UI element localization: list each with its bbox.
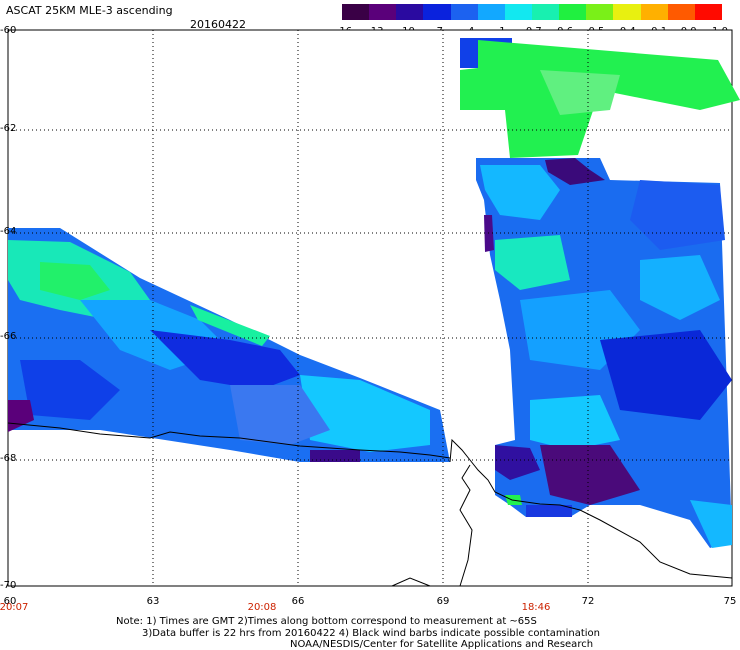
lat-lon-grid: [8, 30, 732, 586]
time-label-3: 18:46: [521, 602, 551, 613]
lon-label-63: 63: [146, 596, 160, 607]
note-line-2: 3)Data buffer is 22 hrs from 20160422 4)…: [142, 628, 600, 639]
lat-label--68: -68: [0, 453, 17, 464]
lon-label-72: 72: [581, 596, 595, 607]
lon-label-60: 60: [3, 596, 17, 607]
colorbar-segment: [369, 4, 397, 20]
colorbar-segment: [531, 4, 560, 20]
lat-label--70: -70: [0, 580, 17, 591]
colorbar-segment: [586, 4, 614, 20]
colorbar-segment: [342, 4, 370, 20]
lon-label-75: 75: [723, 596, 737, 607]
left-swath: [8, 228, 450, 462]
coastline: [7, 422, 733, 587]
time-label-1: 20:07: [0, 602, 29, 613]
product-date: 20160422: [190, 18, 246, 31]
lat-label--62: -62: [0, 123, 17, 134]
colorbar-segment: [667, 4, 695, 20]
note-line-3: NOAA/NESDIS/Center for Satellite Applica…: [290, 639, 594, 650]
lat-label--66: -66: [0, 331, 17, 342]
colorbar: [342, 4, 722, 20]
colorbar-segment: [694, 4, 722, 20]
time-label-2: 20:08: [247, 602, 277, 613]
colorbar-segment: [396, 4, 424, 20]
colorbar-segment: [640, 4, 668, 20]
colorbar-segment: [477, 4, 505, 20]
note-line-1: Note: 1) Times are GMT 2)Times along bot…: [116, 616, 537, 627]
lat-label--60: -60: [0, 25, 17, 36]
colorbar-segment: [504, 4, 532, 20]
colorbar-segment: [613, 4, 641, 20]
lat-label--64: -64: [0, 226, 17, 237]
product-title: ASCAT 25KM MLE-3 ascending: [6, 4, 173, 17]
colorbar-segment: [559, 4, 587, 20]
lon-label-66: 66: [291, 596, 305, 607]
colorbar-segment: [423, 4, 451, 20]
lon-label-69: 69: [436, 596, 450, 607]
colorbar-segment: [450, 4, 478, 20]
